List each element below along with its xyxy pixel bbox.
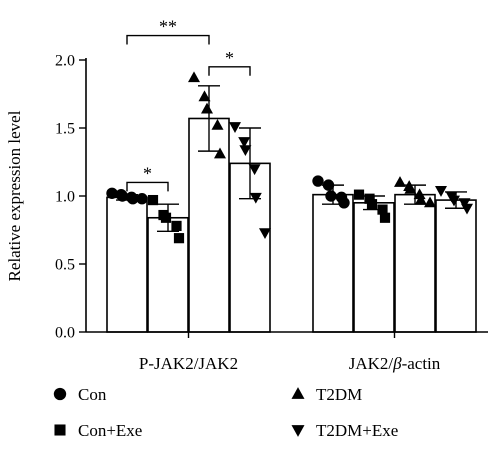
data-point [414, 193, 427, 205]
data-point [377, 204, 388, 215]
y-tick-label: 0.0 [55, 325, 75, 342]
data-point [106, 187, 118, 199]
data-point [259, 228, 271, 240]
significance-label: * [143, 163, 152, 183]
significance-bracket [208, 66, 251, 76]
data-point [448, 195, 460, 207]
bar [353, 202, 395, 333]
data-point [325, 190, 337, 202]
y-tick-label: 1.0 [55, 189, 75, 206]
data-point [435, 186, 447, 197]
data-point [461, 203, 473, 215]
x-tick-label: JAK2/β-actin [349, 354, 441, 373]
data-point [198, 90, 211, 102]
data-point [458, 198, 471, 210]
data-point [248, 164, 261, 176]
data-point [229, 122, 241, 133]
data-point [366, 199, 378, 210]
bar [106, 196, 148, 333]
data-point [136, 193, 148, 205]
data-point [173, 233, 185, 244]
data-point [160, 212, 172, 223]
data-point [188, 71, 200, 83]
data-point [413, 188, 426, 200]
legend-label: Con+Exe [78, 421, 142, 440]
legend-marker [54, 424, 66, 436]
data-point [127, 193, 139, 205]
data-point [211, 118, 224, 130]
y-tick-label: 0.5 [55, 257, 75, 274]
data-point [238, 137, 251, 148]
data-point [322, 179, 335, 191]
significance-bracket [126, 181, 169, 192]
data-point [338, 197, 350, 209]
significance-bracket [126, 34, 210, 45]
data-point [201, 102, 213, 114]
data-point [379, 212, 391, 223]
y-axis-title: Relative expression level [5, 110, 24, 281]
data-point [249, 192, 262, 204]
data-point [394, 176, 406, 187]
bar [394, 193, 436, 333]
data-point [214, 147, 226, 159]
data-point [147, 194, 159, 206]
legend-marker [291, 425, 305, 437]
x-tick-label-part: β [392, 354, 402, 373]
data-point [404, 182, 417, 194]
points-layer [106, 71, 473, 244]
legend-label: T2DM [316, 385, 362, 404]
data-point [312, 175, 324, 187]
y-tick-label: 1.5 [55, 121, 75, 138]
significance-layer: **** [126, 17, 251, 192]
data-point [239, 145, 252, 157]
data-point [171, 220, 182, 232]
data-point [353, 189, 365, 200]
x-tick-label: P-JAK2/JAK2 [139, 354, 238, 373]
y-tick-label: 2.0 [55, 53, 75, 70]
bars-layer [106, 85, 477, 333]
bar [312, 193, 354, 333]
data-point [116, 190, 129, 202]
data-point [364, 193, 375, 204]
x-tick-label-part: -actin [402, 354, 441, 373]
significance-label: * [225, 48, 234, 68]
significance-label: ** [159, 17, 177, 37]
legend-marker [291, 387, 305, 399]
axes-layer: P-JAK2/JAK2 JAK2/β-actin 0.0 0.5 1.0 1.5 2.0 [55, 53, 488, 373]
x-tick-label-part: JAK2/ [349, 354, 394, 373]
legend-label: Con [78, 385, 107, 404]
legend-marker [53, 387, 67, 401]
x-tick-label-part: P-JAK2/JAK2 [139, 354, 238, 373]
bar [435, 199, 477, 333]
legend: Con T2DM Con+Exe T2DM+Exe [53, 385, 398, 440]
data-point [424, 196, 436, 208]
legend-label: T2DM+Exe [316, 421, 398, 440]
